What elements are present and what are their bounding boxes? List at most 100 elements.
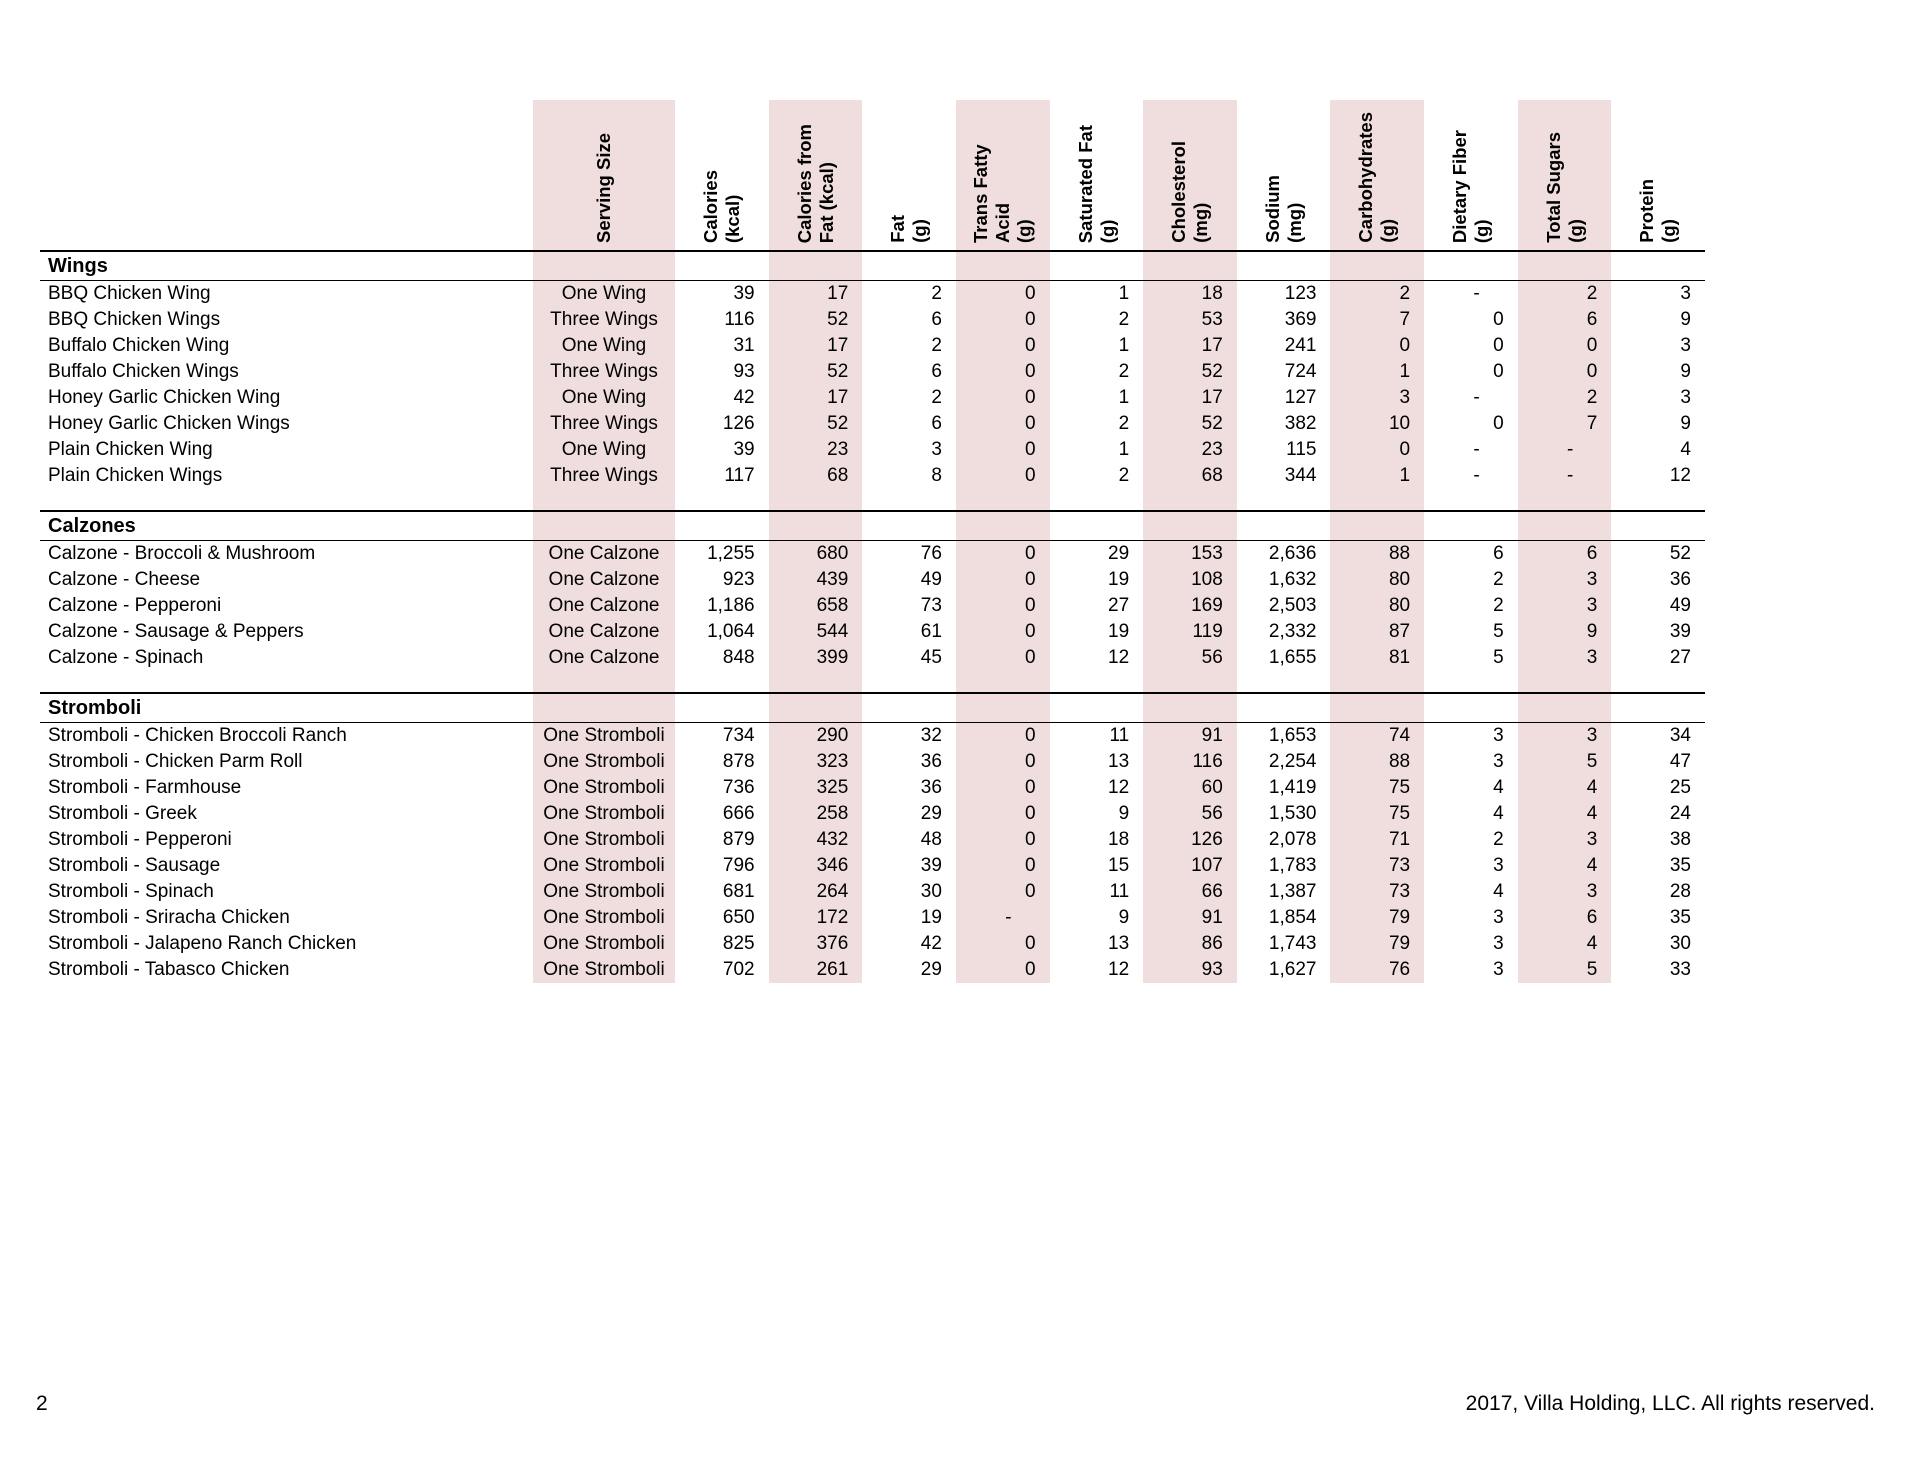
cell-total-sugars: 5 [1517,749,1612,775]
gap-cell-trans-fatty-acid [955,671,1050,692]
cell-trans-fatty-acid: 0 [955,931,1050,957]
section-cell-sodium [1236,510,1331,541]
cell-trans-fatty-acid: - [955,905,1050,931]
cell-total-sugars: 4 [1517,775,1612,801]
cell-calories: 116 [724,309,755,330]
cell-sodium: 2,254 [1268,751,1317,772]
section-title: Wings [40,250,533,281]
cell-protein: 28 [1669,881,1691,902]
cell-dietary-fiber: 2 [1493,569,1504,590]
cell-saturated-fat: 2 [1118,465,1130,486]
gap-cell-dietary-fiber [1424,489,1518,510]
table-row: Buffalo Chicken Wings Three Wings 93 52 6 0 2 5… [40,359,1705,385]
cell-trans-fatty-acid: 0 [955,281,1050,307]
cell-dietary-fiber: 3 [1493,855,1504,876]
section-header-row: Calzones [40,510,1705,541]
cell-calories-from-fat: 680 [768,541,863,567]
cell-carbohydrates: 80 [1330,593,1425,619]
table-row: Stromboli - Pepperoni One Stromboli 879 432… [40,827,1705,853]
cell-calories: 681 [722,881,755,902]
cell-cholesterol: 169 [1143,593,1237,619]
cell-cholesterol: 107 [1143,853,1237,879]
section-cell-trans-fatty-acid [955,250,1050,281]
gap-cell-name [40,671,533,692]
cell-serving-size: One Wing [533,437,675,463]
section-cell-dietary-fiber [1424,250,1518,281]
section-cell-calories-from-fat [768,510,863,541]
table-row: Honey Garlic Chicken Wing One Wing 42 17 2 0 1… [40,385,1705,411]
cell-saturated-fat: 1 [1118,335,1130,356]
cell-trans-fatty-acid: 0 [955,879,1050,905]
cell-cholesterol: 53 [1143,307,1237,333]
cell-fat: 6 [931,361,942,382]
cell-calories: 796 [722,855,755,876]
cell-total-sugars: 3 [1517,645,1612,671]
cell-calories-from-fat: 325 [768,775,863,801]
cell-dietary-fiber: 2 [1493,829,1504,850]
cell-fat: 61 [920,621,942,642]
section-cell-serving-size [533,510,675,541]
column-header-label: Calories (kcal) [699,169,743,243]
cell-sodium: 1,387 [1268,881,1317,902]
gap-cell-cholesterol [1143,489,1237,510]
cell-sodium: 1,854 [1268,907,1317,928]
cell-dietary-fiber: 2 [1493,595,1504,616]
cell-calories-from-fat: 68 [768,463,863,489]
cell-dietary-fiber: 5 [1493,647,1504,668]
cell-saturated-fat: 9 [1118,803,1130,824]
section-cell-saturated-fat [1049,692,1144,723]
cell-saturated-fat: 13 [1108,933,1130,954]
section-cell-serving-size [533,250,675,281]
cell-saturated-fat: 29 [1108,543,1130,564]
section-cell-calories [675,692,769,723]
gap-cell-saturated-fat [1050,671,1144,692]
cell-saturated-fat: 2 [1118,309,1130,330]
cell-trans-fatty-acid: 0 [955,827,1050,853]
cell-carbohydrates: 0 [1330,333,1425,359]
gap-cell-calories-from-fat [768,671,863,692]
cell-trans-fatty-acid: 0 [955,333,1050,359]
cell-cholesterol: 17 [1143,333,1237,359]
cell-cholesterol: 56 [1143,645,1237,671]
cell-dietary-fiber: - [1473,283,1480,304]
cell-serving-size: One Wing [533,281,675,307]
cell-dietary-fiber: 6 [1493,543,1504,564]
cell-sodium: 241 [1284,335,1317,356]
cell-serving-size: One Stromboli [533,957,675,983]
section-cell-saturated-fat [1049,250,1144,281]
cell-protein: 27 [1669,647,1691,668]
cell-cholesterol: 52 [1143,359,1237,385]
cell-saturated-fat: 19 [1108,569,1130,590]
cell-total-sugars: 4 [1517,853,1612,879]
gap-cell-calories [675,489,769,510]
cell-sodium: 369 [1284,309,1317,330]
cell-calories: 39 [733,439,755,460]
cell-protein: 25 [1669,777,1691,798]
column-header-calories: Calories (kcal) [675,100,769,250]
cell-fat: 2 [931,387,942,408]
section-gap-row [40,489,1705,510]
cell-sodium: 724 [1284,361,1317,382]
item-name: Calzone - Sausage & Peppers [48,621,304,642]
cell-serving-size: One Wing [533,385,675,411]
cell-dietary-fiber: 0 [1493,361,1504,382]
cell-cholesterol: 108 [1143,567,1237,593]
cell-calories-from-fat: 399 [768,645,863,671]
cell-calories: 736 [722,777,755,798]
item-name: Calzone - Pepperoni [48,595,222,616]
cell-total-sugars: 6 [1517,307,1612,333]
cell-dietary-fiber: 0 [1493,413,1504,434]
cell-dietary-fiber: 5 [1493,621,1504,642]
section-cell-carbohydrates [1330,510,1425,541]
cell-calories: 848 [722,647,755,668]
cell-cholesterol: 56 [1143,801,1237,827]
cell-total-sugars: 6 [1517,905,1612,931]
cell-protein: 30 [1669,933,1691,954]
cell-sodium: 2,078 [1268,829,1317,850]
cell-cholesterol: 60 [1143,775,1237,801]
gap-cell-sodium [1237,489,1331,510]
item-name: Calzone - Cheese [48,569,201,590]
cell-sodium: 2,636 [1268,543,1317,564]
cell-protein: 3 [1680,283,1691,304]
